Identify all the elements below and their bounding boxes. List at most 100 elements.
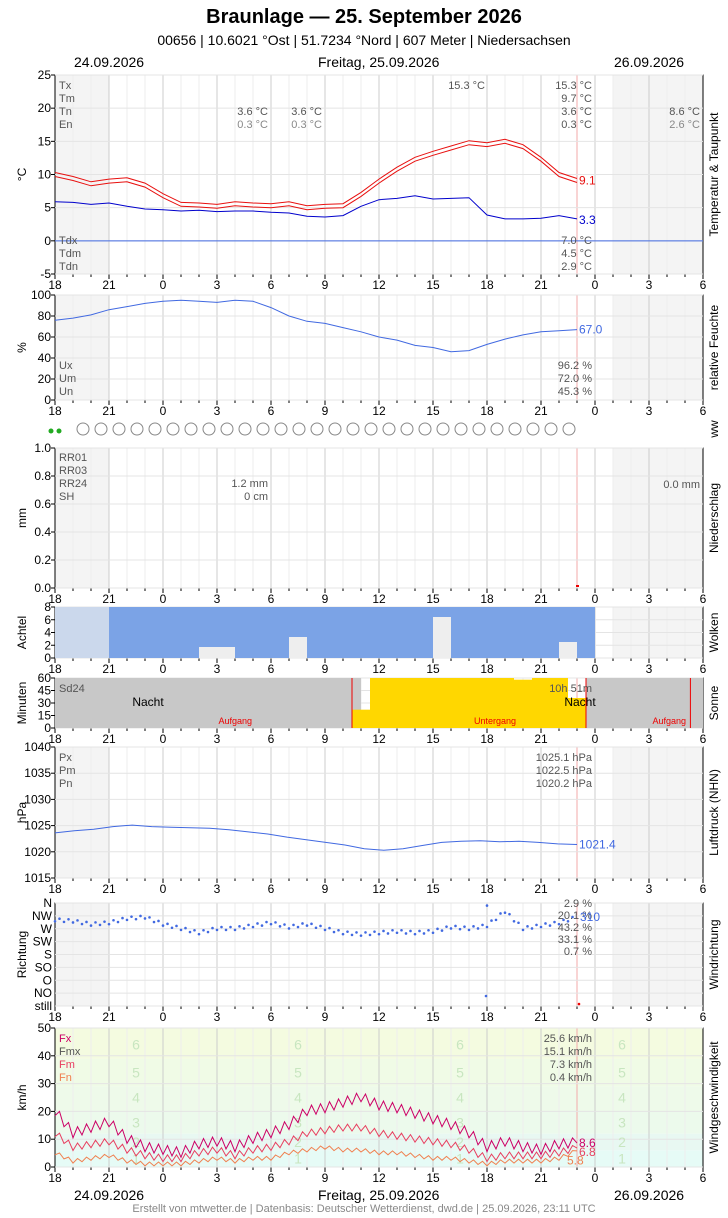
clear-sky-icon: [274, 422, 288, 436]
sunshine-bar: [424, 678, 442, 728]
cloud-side-label: Wolken: [707, 613, 721, 653]
wind-direction-dot: [373, 930, 376, 933]
wind-direction-dot: [517, 921, 520, 925]
wspeed-stat-value: 0.4 km/h: [550, 1072, 592, 1084]
wind-direction-dot: [179, 928, 183, 932]
hum-x-tick-label: 6: [268, 404, 275, 418]
temp-stat-value: 3.6 °C: [561, 106, 592, 118]
wind-direction-dot: [445, 925, 448, 928]
clear-sky-icon: [292, 422, 306, 436]
press-stat-value: 1022.5 hPa: [536, 765, 593, 777]
sun-x-tick-label: 12: [372, 732, 386, 746]
sunrise-label-2: Aufgang: [652, 716, 686, 726]
press-x-tick-label: 0: [160, 882, 167, 896]
wdir-stat-value: 20.1 %: [558, 910, 592, 922]
clear-sky-icon: [130, 422, 144, 436]
wdir-x-tick-label: 12: [372, 1010, 386, 1024]
clear-sky-icon: [238, 422, 252, 436]
wind-direction-dot: [148, 916, 151, 919]
date-right-bottom: 26.09.2026: [614, 1187, 685, 1203]
temp-x-tick-label: 21: [534, 278, 548, 292]
temp-y-tick-label: 10: [38, 168, 52, 182]
clear-sky-icon: [382, 422, 396, 436]
temp-x-tick-label: 21: [102, 278, 116, 292]
precip-x-tick-label: 9: [322, 592, 329, 606]
cloud-x-tick-label: 12: [372, 662, 386, 676]
wind-direction-dot: [382, 929, 385, 933]
wdir-category-label: S: [44, 948, 52, 962]
clear-sky-icon: [184, 422, 198, 436]
beaufort-label: 5: [456, 1064, 464, 1080]
wind-direction-dot: [296, 925, 300, 929]
sun-y-tick-label: 45: [38, 684, 52, 698]
wind-direction-dot: [89, 924, 93, 927]
wdir-now-marker: [577, 1002, 581, 1006]
wind-direction-dot: [503, 911, 507, 915]
wind-direction-dot: [494, 918, 498, 922]
precip-y-tick-label: 1.0: [34, 441, 51, 455]
cloud-bar: [271, 607, 289, 658]
temp-stat-value: 15.3 °C: [555, 80, 592, 92]
press-stat-label: Pm: [59, 765, 76, 777]
wind-direction-dot: [530, 927, 534, 930]
temp-x-tick-label: 12: [372, 278, 386, 292]
wspeed-stat-value: 25.6 km/h: [544, 1033, 592, 1045]
wspeed-x-tick-label: 12: [372, 1171, 386, 1185]
precip-y-tick-label: 0.0: [34, 581, 51, 595]
wind-direction-dot: [440, 929, 444, 932]
press-x-tick-label: 18: [48, 882, 62, 896]
cloud-bar: [181, 607, 199, 658]
date-left-bottom: 24.09.2026: [74, 1187, 145, 1203]
wspeed-y-label: km/h: [15, 1084, 29, 1110]
clear-sky-icon: [418, 422, 432, 436]
clear-sky-icon: [544, 422, 558, 436]
wdir-x-tick-label: 6: [268, 1010, 275, 1024]
press-x-tick-label: 12: [372, 882, 386, 896]
precip-stat-value: 0 cm: [244, 491, 268, 503]
wspeed-x-tick-label: 9: [322, 1171, 329, 1185]
sunshine-bar: [568, 698, 586, 728]
cloud-bar: [541, 607, 559, 658]
cloud-gap-b: [289, 637, 307, 658]
wind-direction-dot: [301, 922, 304, 925]
sun-x-tick-label: 21: [102, 732, 116, 746]
wind-direction-dot: [544, 922, 547, 925]
cloud-bar: [217, 607, 235, 658]
clear-sky-icon: [76, 422, 90, 436]
sunshine-bar: [550, 678, 568, 728]
precip-x-tick-label: 6: [700, 592, 707, 606]
wind-direction-dot: [521, 928, 525, 932]
wind-direction-dot: [355, 931, 358, 934]
cloud-y-tick-label: 8: [44, 600, 51, 614]
clear-sky-icon: [508, 422, 522, 436]
wspeed-x-tick-label: 18: [480, 1171, 494, 1185]
wspeed-x-tick-label: 6: [268, 1171, 275, 1185]
sunrise-label: Aufgang: [218, 716, 252, 726]
wdir-category-label: SO: [35, 960, 52, 974]
press-x-tick-label: 3: [214, 882, 221, 896]
cloud-bar: [451, 607, 469, 658]
temp-stat-label: Tn: [59, 106, 72, 118]
hum-side-label: relative Feuchte: [707, 304, 721, 390]
drizzle-icon: [56, 428, 62, 434]
temp-y-tick-label: 5: [44, 201, 51, 215]
press-y-label: hPa: [15, 802, 29, 824]
beaufort-label: 4: [132, 1090, 140, 1106]
wind-direction-dot: [278, 925, 282, 928]
cloud-bar: [397, 607, 415, 658]
wind-direction-dot: [400, 928, 403, 932]
cloud-x-tick-label: 9: [322, 662, 329, 676]
clear-sky-icon: [490, 422, 504, 436]
wind-direction-dot: [152, 920, 156, 924]
date-right-top: 26.09.2026: [614, 54, 685, 70]
wind-direction-dot: [98, 923, 102, 927]
wind-direction-dot: [67, 918, 70, 921]
wind-direction-dot: [80, 922, 84, 926]
hum-y-tick-label: 40: [38, 351, 52, 365]
wind-direction-dot: [139, 914, 142, 918]
wind-direction-dot: [112, 918, 115, 922]
precip-y-label: mm: [15, 508, 29, 528]
wind-direction-dot: [260, 924, 264, 927]
temp-x-tick-label: 3: [214, 278, 221, 292]
cloud-bar: [469, 607, 487, 658]
